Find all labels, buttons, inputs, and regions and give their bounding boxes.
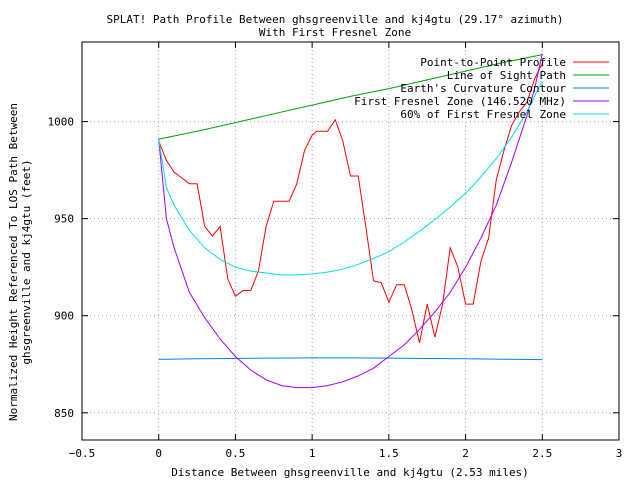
y-tick-label: 900 bbox=[54, 310, 74, 323]
x-tick-label: 0 bbox=[155, 447, 162, 460]
series-line-point-to-point-profile bbox=[158, 63, 543, 344]
series-line-first-fresnel-zone-146-520-mhz bbox=[158, 53, 543, 389]
x-tick-label: 3 bbox=[616, 447, 623, 460]
y-axis-label-line1: Normalized Height Referenced To LOS Path… bbox=[7, 103, 20, 421]
x-tick-label: 2.5 bbox=[532, 447, 552, 460]
x-tick-label: 2 bbox=[462, 447, 469, 460]
y-tick-label: 950 bbox=[54, 213, 74, 226]
axis-ticks bbox=[81, 42, 620, 440]
plot-frame bbox=[81, 41, 620, 441]
grid-lines bbox=[82, 42, 619, 440]
series-layer bbox=[158, 53, 543, 389]
legend-label-point-to-point-profile: Point-to-Point Profile bbox=[420, 56, 566, 69]
y-axis-label-line2: ghsgreenville and kj4gtu (feet) bbox=[20, 159, 33, 364]
x-tick-label: 1 bbox=[309, 447, 316, 460]
x-tick-label: −0.5 bbox=[69, 447, 96, 460]
legend-label-first-fresnel-zone-146-520-mhz: First Fresnel Zone (146.520 MHz) bbox=[354, 95, 566, 108]
x-tick-label: 0.5 bbox=[225, 447, 245, 460]
series-line-60-of-first-fresnel-zone bbox=[158, 80, 543, 276]
chart-title: SPLAT! Path Profile Between ghsgreenvill… bbox=[107, 13, 564, 26]
legend-label-earth-s-curvature-contour: Earth's Curvature Contour bbox=[400, 82, 566, 95]
series-line-earth-s-curvature-contour bbox=[158, 357, 543, 361]
axis-tick-labels: −0.5 0 0.5 1 1.5 2 2.5 3 850 900 950 1000 bbox=[48, 116, 623, 460]
legend-label-line-of-sight-path: Line of Sight Path bbox=[447, 69, 566, 82]
legend-label-60-of-first-fresnel-zone: 60% of First Fresnel Zone bbox=[400, 108, 566, 121]
chart-subtitle: With First Fresnel Zone bbox=[259, 26, 411, 39]
series-line-line-of-sight-path bbox=[158, 54, 543, 140]
x-tick-label: 1.5 bbox=[379, 447, 399, 460]
x-axis-label: Distance Between ghsgreenville and kj4gt… bbox=[171, 466, 529, 479]
y-tick-label: 1000 bbox=[48, 116, 75, 129]
y-tick-label: 850 bbox=[54, 407, 74, 420]
